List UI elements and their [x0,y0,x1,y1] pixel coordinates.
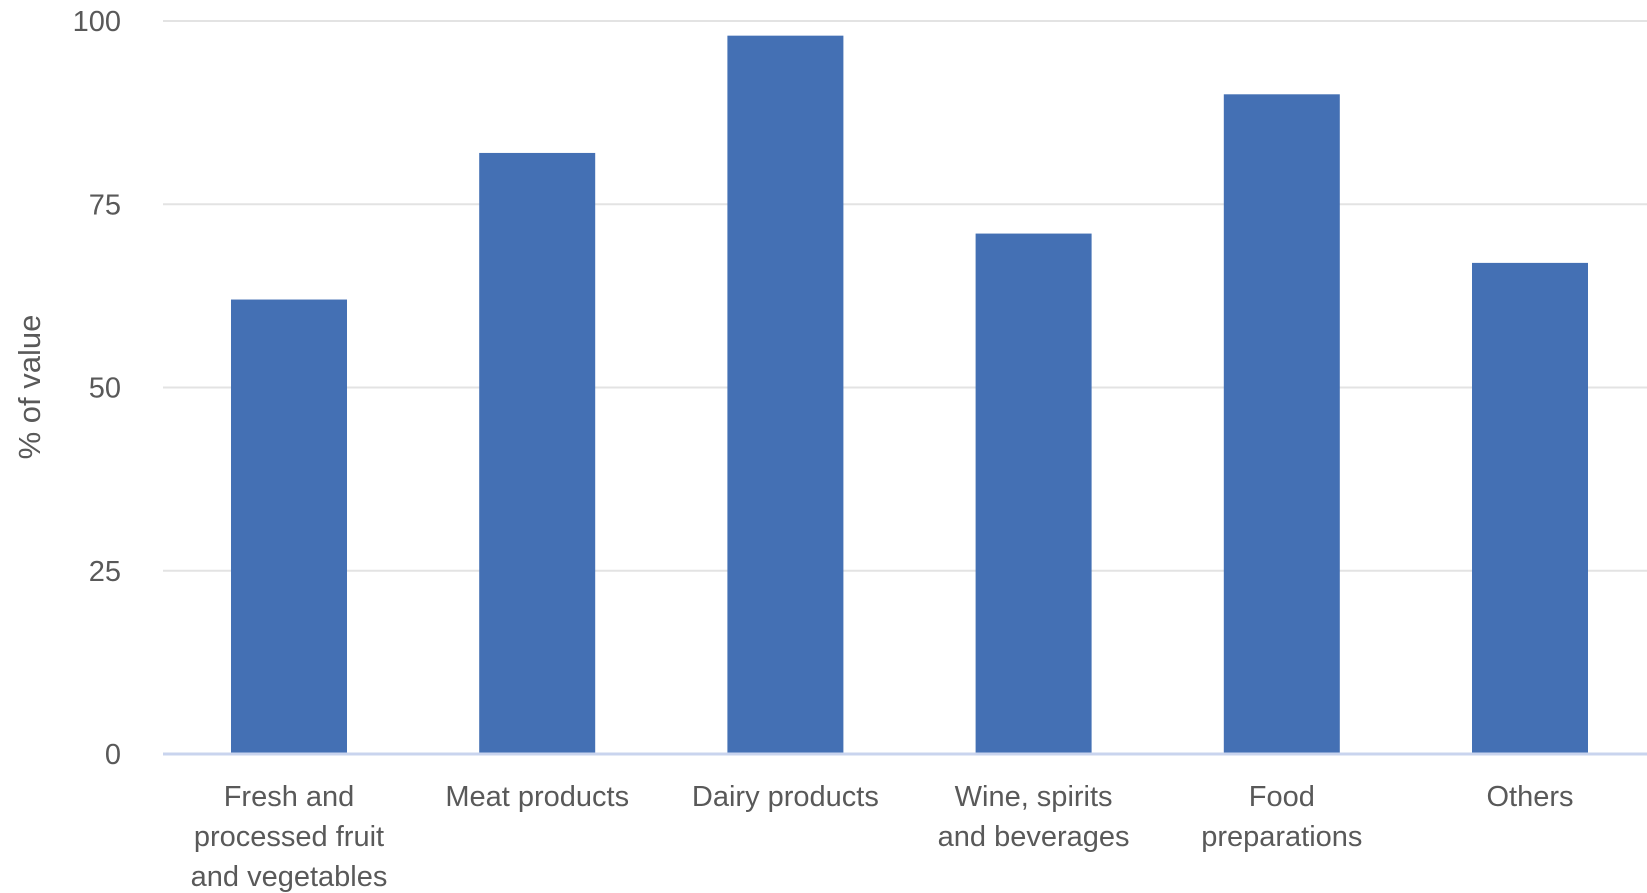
category-label: Dairy products [692,781,879,813]
category-label-line: Food [1249,781,1315,813]
category-label: Food preparations [1201,781,1362,853]
category-label-line: Fresh and [224,781,355,813]
bar-5 [1472,262,1588,754]
bar-0 [231,299,347,754]
y-tick-label: 25 [89,556,121,588]
category-label-line: and beverages [938,821,1130,853]
bar-4 [1223,94,1340,755]
category-label-line: preparations [1201,821,1362,853]
bar-1 [479,152,596,754]
y-tick-labels: 0 25 50 75 100 [73,6,121,771]
bar-2 [727,35,844,755]
y-tick-label: 75 [89,189,121,221]
category-labels: Fresh and processed fruit and vegetables Me… [191,781,1574,893]
y-axis-title: % of value [12,315,47,460]
bars [231,35,1588,755]
category-label: Others [1486,781,1573,813]
category-label: Wine, spirits and beverages [938,781,1130,853]
category-label-line: Others [1486,781,1573,813]
category-label-line: and vegetables [191,861,388,893]
category-label: Fresh and processed fruit and vegetables [191,781,388,893]
category-label-line: Dairy products [692,781,879,813]
y-tick-label: 100 [73,6,121,38]
y-tick-label: 50 [89,373,121,405]
category-label: Meat products [445,781,629,813]
category-label-line: Wine, spirits [955,781,1113,813]
category-label-line: processed fruit [194,821,384,853]
bar-3 [975,233,1092,754]
y-tick-label: 0 [105,739,121,771]
category-label-line: Meat products [445,781,629,813]
gridlines [163,20,1647,572]
